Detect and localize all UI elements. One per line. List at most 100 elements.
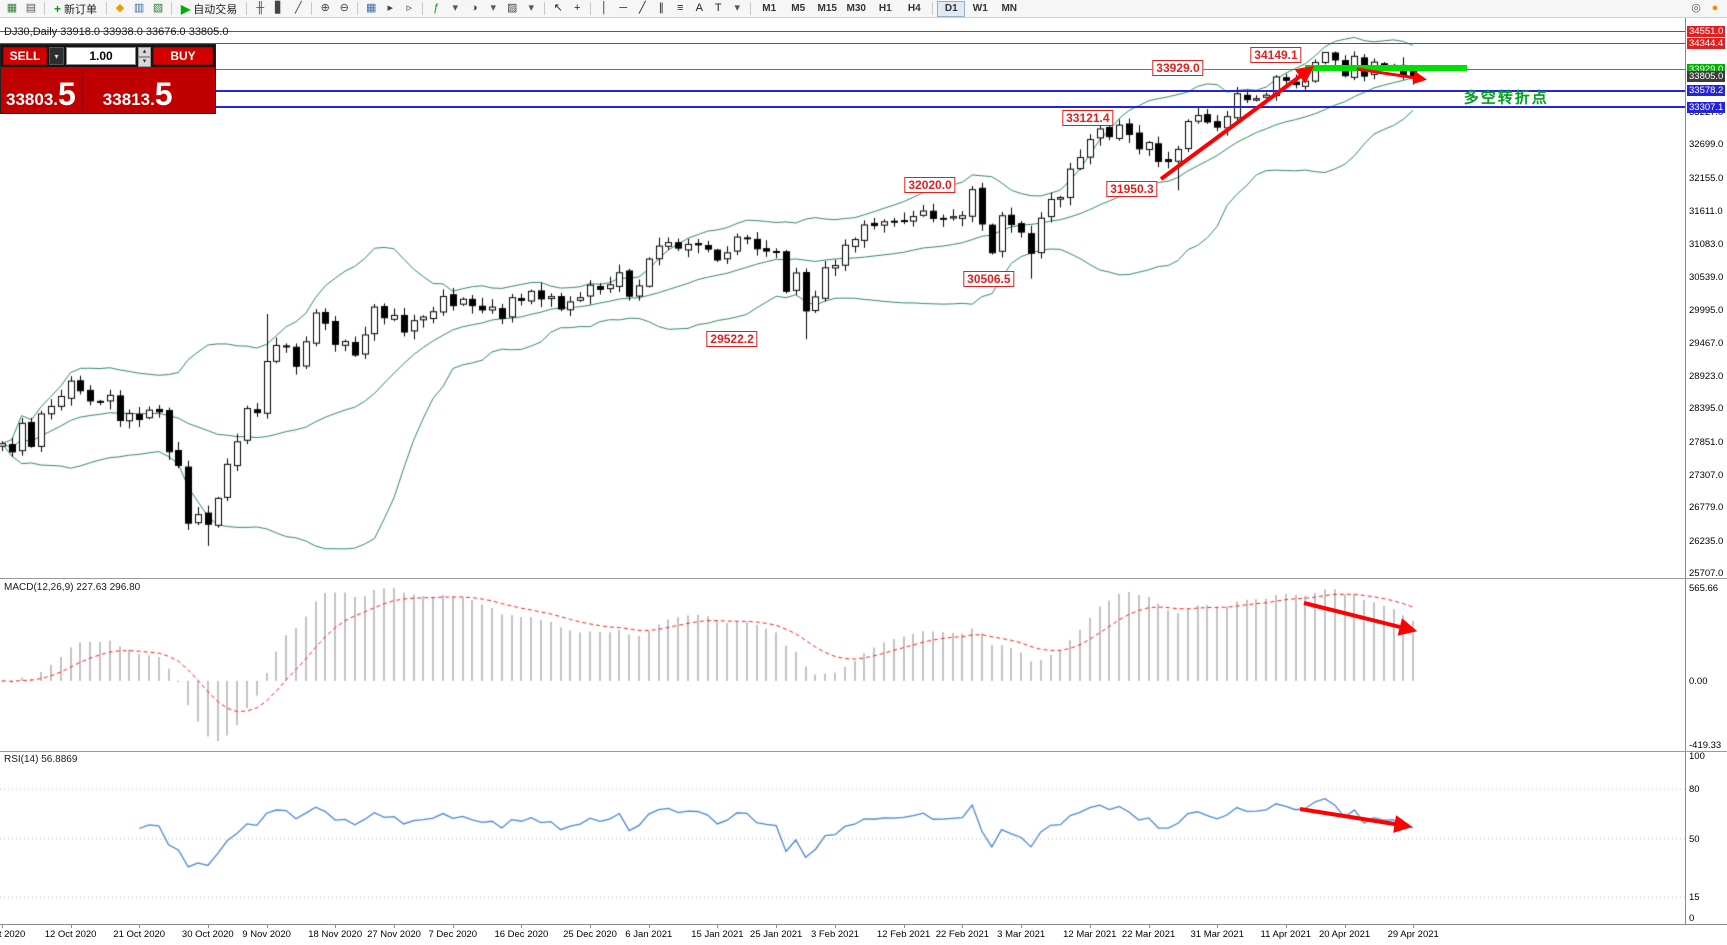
new-order-button[interactable]: + 新订单 xyxy=(49,1,102,16)
main-chart-canvas[interactable] xyxy=(0,18,1685,578)
new-order-button-label: 新订单 xyxy=(64,3,98,16)
zoom-out-icon[interactable]: ⊖ xyxy=(339,2,349,14)
price-scale-label: 30539.0 xyxy=(1689,271,1724,283)
one-click-trading-panel: SELL ▾ ▴ ▾ BUY 33803. 5 33813. 5 xyxy=(0,44,216,114)
price-scale-label: 27851.0 xyxy=(1689,436,1724,448)
timeframe-w1[interactable]: W1 xyxy=(972,3,988,14)
timeframe-m30[interactable]: M30 xyxy=(846,3,866,14)
toolbar-separator xyxy=(422,2,424,15)
chart-workspace: DJ30,Daily 33918.0 33938.0 33676.0 33805… xyxy=(0,18,1727,945)
price-scale-label: 32699.0 xyxy=(1689,139,1724,151)
time-axis-tick xyxy=(776,925,778,928)
vertical-line-icon[interactable]: │ xyxy=(600,2,608,14)
order-options-dropdown[interactable]: ▾ xyxy=(49,47,64,65)
time-axis-tick xyxy=(70,925,72,928)
rsi-scale-label: 100 xyxy=(1689,751,1705,762)
price-scale-label: 25707.0 xyxy=(1689,567,1724,579)
auto-scroll-icon[interactable]: ▸ xyxy=(387,2,394,14)
price-scale-label: 31083.0 xyxy=(1689,238,1724,250)
rsi-panel-canvas[interactable] xyxy=(0,753,1685,924)
price-scale-label: 32155.0 xyxy=(1689,172,1724,184)
level-price-label: 33307.1 xyxy=(1687,101,1726,113)
periods-icon[interactable]: ◑ xyxy=(470,2,478,14)
price-scale-label: 29995.0 xyxy=(1689,305,1724,317)
alerts-icon[interactable]: ◆ xyxy=(115,2,125,14)
templates-dropdown-icon[interactable]: ▾ xyxy=(528,2,535,14)
level-price-label: 34344.4 xyxy=(1687,38,1726,50)
time-axis-label: 31 Mar 2021 xyxy=(1190,929,1244,940)
zoom-in-icon[interactable]: ⊕ xyxy=(320,2,330,14)
current-price-label: 33805.0 xyxy=(1687,71,1726,83)
time-axis-tick xyxy=(1285,925,1287,928)
periods-dropdown-icon[interactable]: ▾ xyxy=(490,2,497,14)
toolbar-separator xyxy=(750,2,752,15)
indicators-icon[interactable]: ƒ xyxy=(433,2,440,14)
fibonacci-icon[interactable]: ≡ xyxy=(677,2,684,14)
timeframe-mn[interactable]: MN xyxy=(1001,3,1018,14)
time-axis-label: 12 Feb 2021 xyxy=(876,929,931,940)
arrows-dropdown-icon[interactable]: ▾ xyxy=(734,2,741,14)
panel-separator-macd[interactable] xyxy=(0,578,1727,579)
timeframe-h4[interactable]: H4 xyxy=(907,3,921,14)
text-icon[interactable]: A xyxy=(695,2,703,14)
market-watch-icon[interactable]: ▥ xyxy=(133,2,145,14)
timeframe-h1[interactable]: H1 xyxy=(878,3,892,14)
search-icon[interactable]: ◎ xyxy=(1691,2,1701,14)
time-axis[interactable]: 1 Oct 2020 12 Oct 2020 21 Oct 2020 30 Oct 2… xyxy=(0,924,1727,945)
arrows-icon[interactable]: T xyxy=(714,2,722,14)
sell-button[interactable]: SELL xyxy=(3,47,47,65)
horizontal-line-icon[interactable]: ─ xyxy=(619,2,628,14)
buy-button[interactable]: BUY xyxy=(153,47,213,65)
crosshair-icon[interactable]: + xyxy=(574,2,581,14)
line-chart-icon[interactable]: ╱ xyxy=(294,2,302,14)
time-axis-tick xyxy=(1344,925,1346,928)
sell-price[interactable]: 33803. 5 xyxy=(6,76,76,112)
volume-stepper[interactable]: ▴ ▾ xyxy=(138,47,151,67)
price-scale[interactable]: 33227.032699.032155.031611.031083.030539… xyxy=(1685,18,1727,924)
timeframe-m5[interactable]: M5 xyxy=(791,3,806,14)
volume-input[interactable] xyxy=(66,47,136,65)
autotrading-button[interactable]: ▶ 自动交易 xyxy=(176,1,242,16)
price-scale-label: 26779.0 xyxy=(1689,502,1724,514)
level-price-label: 33578.2 xyxy=(1687,85,1726,97)
panel-separator-rsi[interactable] xyxy=(0,751,1727,752)
time-axis-tick xyxy=(207,925,209,928)
macd-scale-label: 565.66 xyxy=(1689,583,1719,594)
level-price-label: 33929.0 xyxy=(1687,63,1726,75)
time-axis-label: 30 Oct 2020 xyxy=(181,929,234,940)
chart-shift-icon[interactable]: ▹ xyxy=(406,2,413,14)
time-axis-tick xyxy=(717,925,719,928)
volume-step-up-icon[interactable]: ▴ xyxy=(138,47,151,57)
chart-title: DJ30,Daily 33918.0 33938.0 33676.0 33805… xyxy=(4,26,229,38)
notifications-icon[interactable]: ● xyxy=(1711,2,1719,14)
toolbar-separator xyxy=(932,2,934,15)
timeframe-m15[interactable]: M15 xyxy=(817,3,837,14)
ohlc-bars-icon[interactable]: ╫ xyxy=(256,2,265,14)
time-axis-label: 11 Apr 2021 xyxy=(1260,929,1312,940)
time-axis-tick xyxy=(1217,925,1219,928)
time-axis-tick xyxy=(648,925,650,928)
time-axis-tick xyxy=(1148,925,1150,928)
volume-step-down-icon[interactable]: ▾ xyxy=(138,57,151,67)
cursor-icon[interactable]: ↖ xyxy=(553,2,563,14)
buy-price[interactable]: 33813. 5 xyxy=(103,78,173,110)
new-order-button-icon: + xyxy=(54,1,62,16)
timeframe-m1[interactable]: M1 xyxy=(762,3,777,14)
time-axis-tick xyxy=(452,925,454,928)
candlestick-chart-icon[interactable]: ▋ xyxy=(275,2,284,14)
time-axis-tick xyxy=(521,925,523,928)
channel-icon[interactable]: ∥ xyxy=(658,2,665,14)
chart-profiles-icon[interactable]: ▤ xyxy=(25,2,37,14)
trendline-icon[interactable]: ╱ xyxy=(638,2,646,14)
indicators-dropdown-icon[interactable]: ▾ xyxy=(452,2,459,14)
sell-price-main: 33803. xyxy=(6,90,58,109)
templates-icon[interactable]: ▨ xyxy=(507,2,518,14)
sell-price-big-digit: 5 xyxy=(58,76,76,112)
new-chart-icon[interactable]: ▦ xyxy=(6,2,18,14)
time-axis-tick xyxy=(962,925,964,928)
terminal-icon[interactable]: ▧ xyxy=(152,2,164,14)
macd-panel-canvas[interactable] xyxy=(0,580,1685,749)
toolbar-separator xyxy=(171,2,173,15)
tile-windows-icon[interactable]: ▦ xyxy=(366,2,377,14)
timeframe-d1[interactable]: D1 xyxy=(937,0,966,17)
